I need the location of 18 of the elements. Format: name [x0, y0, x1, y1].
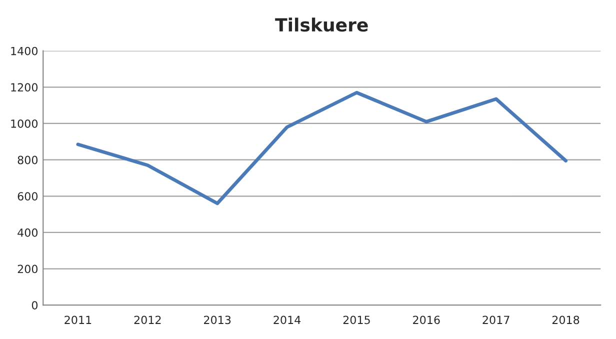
line-series: [76, 90, 568, 206]
chart-title: Tilskuere: [275, 18, 368, 32]
y-tick-label: 0: [32, 301, 38, 310]
y-tick-label: 1200: [11, 83, 38, 92]
x-tick-label: 2015: [343, 316, 370, 324]
x-tick-label: 2014: [274, 316, 301, 324]
x-tick-label: 2013: [204, 316, 231, 324]
y-tick-label: 400: [18, 228, 38, 237]
x-tick-label: 2011: [64, 316, 92, 324]
x-tick-label: 2016: [413, 316, 440, 324]
y-tick-label: 600: [18, 192, 38, 201]
x-tick-label: 2018: [552, 316, 580, 324]
y-tick-label: 1400: [11, 46, 38, 56]
y-tick-label: 200: [18, 264, 38, 274]
y-tick-label: 800: [18, 156, 38, 164]
x-tick-label: 2017: [482, 316, 510, 324]
y-tick-label: 1000: [11, 119, 38, 128]
x-tick-label: 2012: [134, 316, 161, 324]
